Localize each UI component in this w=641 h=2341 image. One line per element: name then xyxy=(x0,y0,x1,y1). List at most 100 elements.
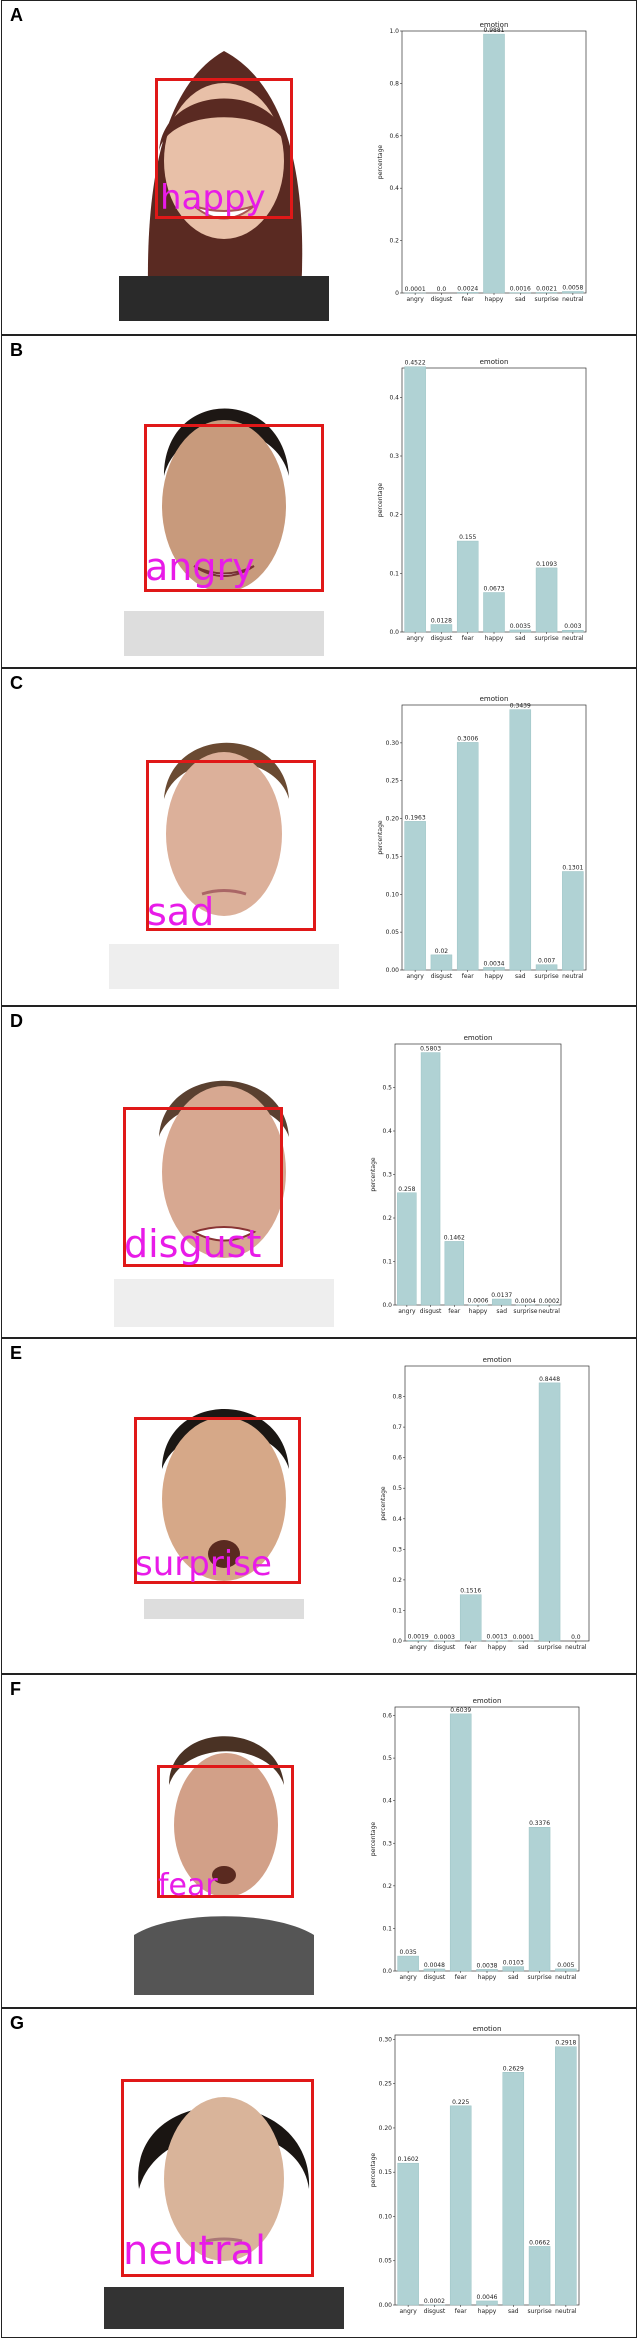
bar-disgust xyxy=(423,1968,446,1972)
bar-value-label: 0.1462 xyxy=(444,1234,465,1241)
x-tick-label: sad xyxy=(508,1974,519,1981)
x-tick-label: sad xyxy=(515,635,526,642)
emotion-chart: emotion percentage 0.0 0.1 0.2 0.3 0.4 0.5 0.6 0.… xyxy=(377,1354,595,1657)
y-tick-label: 0.30 xyxy=(379,2036,393,2043)
bar-angry xyxy=(404,821,426,971)
y-tick-label: 0.25 xyxy=(379,2081,393,2088)
bar-value-label: 0.3006 xyxy=(457,735,478,742)
bar-value-label: 0.0002 xyxy=(539,1298,560,1305)
x-tick-label: surprise xyxy=(534,635,558,642)
bar-value-label: 0.0 xyxy=(571,1634,581,1641)
bar-fear xyxy=(456,540,479,633)
bar-value-label: 0.4522 xyxy=(405,360,426,367)
x-tick-label: surprise xyxy=(513,1308,537,1315)
bar-value-label: 0.0021 xyxy=(536,285,557,292)
x-tick-label: disgust xyxy=(431,973,453,980)
y-tick-label: 0.2 xyxy=(392,1577,402,1584)
x-tick-label: surprise xyxy=(534,973,558,980)
bar-fear xyxy=(459,1594,482,1642)
bar-value-label: 0.8448 xyxy=(539,1376,560,1383)
bar-fear xyxy=(449,2105,472,2306)
x-tick-label: sad xyxy=(508,2308,519,2315)
bar-surprise xyxy=(528,2246,551,2306)
y-tick-label: 0.0 xyxy=(389,629,399,636)
panel-e: E surprise emotion percentage 0.0 0.1 0.2 0.3… xyxy=(1,1338,637,1674)
y-tick-label: 0.5 xyxy=(392,1485,402,1492)
bar-sad xyxy=(509,709,532,971)
x-tick-label: neutral xyxy=(562,296,584,303)
panel-letter: G xyxy=(10,2013,25,2033)
bar-value-label: 0.0024 xyxy=(457,285,478,292)
bar-angry xyxy=(404,366,426,633)
chart-svg: emotion percentage 0.00 0.05 0.10 0.15 0.20 0.2… xyxy=(377,695,587,980)
x-tick-label: disgust xyxy=(431,635,453,642)
bar-value-label: 0.0103 xyxy=(503,1960,524,1967)
y-tick-label: 0.30 xyxy=(386,740,400,747)
bar-value-label: 0.5803 xyxy=(420,1046,441,1053)
bar-disgust xyxy=(430,954,453,971)
x-tick-label: neutral xyxy=(555,2308,577,2315)
bar-value-label: 0.0001 xyxy=(405,286,426,293)
bar-value-label: 0.0034 xyxy=(484,960,505,967)
x-tick-label: fear xyxy=(462,973,474,980)
bar-value-label: 0.0128 xyxy=(431,617,452,624)
y-tick-label: 0.00 xyxy=(386,967,400,974)
bar-angry xyxy=(397,2162,419,2306)
bar-surprise xyxy=(528,1826,551,1972)
x-tick-label: neutral xyxy=(538,1308,560,1315)
y-tick-label: 0.20 xyxy=(379,2125,393,2132)
chart-svg: emotion percentage 0 0.2 0.4 0.6 0.8 1.0 0.0001 a… xyxy=(377,21,587,303)
bar-value-label: 0.0673 xyxy=(484,586,505,593)
face-box xyxy=(134,1417,301,1584)
panel-letter: C xyxy=(10,673,23,693)
bar-value-label: 0.225 xyxy=(452,2099,469,2106)
chart-svg: emotion percentage 0.0 0.1 0.2 0.3 0.4 0.5 0.6 0.… xyxy=(380,1356,590,1651)
y-tick-label: 0.5 xyxy=(382,1085,392,1092)
bar-disgust xyxy=(420,1052,441,1306)
y-axis-label: percentage xyxy=(370,2153,377,2187)
face-photo xyxy=(64,679,384,989)
x-tick-label: surprise xyxy=(534,296,558,303)
plot-frame xyxy=(394,2034,580,2306)
emotion-chart: emotion percentage 0.0 0.1 0.2 0.3 0.4 0.5 0.258… xyxy=(367,1032,567,1321)
emotion-chart: emotion percentage 0.0 0.1 0.2 0.3 0.4 0.4522 an… xyxy=(374,356,592,648)
x-tick-label: neutral xyxy=(565,1644,587,1651)
x-tick-label: sad xyxy=(515,296,526,303)
bar-value-label: 0.2629 xyxy=(503,2065,524,2072)
panel-b: B angry emotion percentage 0.0 0.1 0.2 0.3 0.4… xyxy=(1,335,637,668)
bar-value-label: 0.0002 xyxy=(424,2298,445,2305)
y-tick-label: 0.20 xyxy=(386,816,400,823)
y-tick-label: 0.0 xyxy=(392,1638,402,1645)
bar-sad xyxy=(491,1298,512,1306)
bar-value-label: 0.003 xyxy=(564,623,581,630)
bar-sad xyxy=(502,1966,525,1972)
panel-c: C sad emotion percentage 0.00 0.05 0.10 0.15 0… xyxy=(1,668,637,1006)
x-tick-label: disgust xyxy=(420,1308,442,1315)
y-tick-label: 0.4 xyxy=(389,185,399,192)
face-box xyxy=(123,1107,283,1267)
y-tick-label: 0.10 xyxy=(379,2213,393,2220)
x-tick-label: fear xyxy=(465,1644,477,1651)
face-photo xyxy=(64,1017,384,1327)
bar-value-label: 0.155 xyxy=(459,534,476,541)
x-tick-label: happy xyxy=(485,635,504,642)
bar-value-label: 0.0662 xyxy=(529,2239,550,2246)
x-tick-label: disgust xyxy=(424,1974,446,1981)
bar-neutral xyxy=(562,871,584,971)
bar-value-label: 0.0058 xyxy=(562,284,583,291)
chart-svg: emotion percentage 0.0 0.1 0.2 0.3 0.4 0.5 0.258… xyxy=(370,1034,562,1315)
bar-value-label: 0.0003 xyxy=(434,1634,455,1641)
x-tick-label: surprise xyxy=(527,2308,551,2315)
y-axis-label: percentage xyxy=(377,483,384,517)
bar-value-label: 0.1301 xyxy=(562,864,583,871)
y-tick-label: 0.4 xyxy=(392,1516,402,1523)
emotion-label: happy xyxy=(160,178,266,218)
bar-value-label: 0.0 xyxy=(437,286,447,293)
y-tick-label: 0.2 xyxy=(389,512,399,519)
face-box xyxy=(155,78,293,219)
face-box xyxy=(157,1765,294,1898)
x-tick-label: disgust xyxy=(434,1644,456,1651)
bar-surprise xyxy=(535,964,558,971)
bar-happy xyxy=(483,967,505,971)
panel-g: G neutral emotion percentage 0.00 0.05 0.10 0… xyxy=(1,2008,637,2338)
